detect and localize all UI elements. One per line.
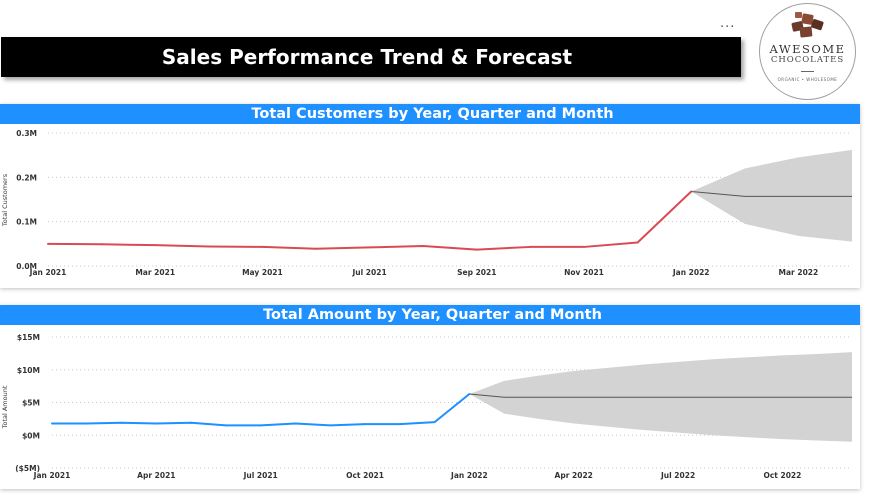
customers-data-point bbox=[368, 246, 371, 249]
amount-data-point bbox=[259, 424, 262, 427]
page-title: Sales Performance Trend & Forecast bbox=[161, 45, 573, 69]
amount-y-tick-label: $10M bbox=[17, 366, 40, 375]
customers-y-tick-label: 0.2M bbox=[16, 173, 37, 182]
amount-x-tick-label: Oct 2022 bbox=[763, 471, 801, 480]
customers-line-chart[interactable]: 0.0M 0.1M 0.2M 0.3M Jan 2021 Mar 2021 May 2021… bbox=[0, 124, 860, 288]
amount-data-point bbox=[433, 421, 436, 424]
amount-x-tick-label: Jul 2021 bbox=[243, 471, 278, 480]
customers-x-tick-label: Mar 2022 bbox=[779, 268, 819, 277]
amount-x-tick-label: Jan 2022 bbox=[450, 471, 488, 480]
customers-chart-header: Total Customers by Year, Quarter and Mon… bbox=[0, 104, 860, 124]
customers-data-point bbox=[47, 242, 49, 245]
customers-y-tick-label: 0.3M bbox=[16, 129, 37, 138]
customers-data-point bbox=[529, 245, 532, 248]
amount-x-tick-label: Jul 2022 bbox=[660, 471, 695, 480]
amount-data-point bbox=[468, 392, 471, 395]
customers-data-point bbox=[422, 245, 425, 248]
customers-x-tick-label: Jan 2021 bbox=[29, 268, 67, 277]
customers-x-tick-label: Sep 2021 bbox=[457, 268, 496, 277]
customers-data-point bbox=[475, 248, 478, 251]
logo-tagline: ORGANIC • WHOLESOME bbox=[777, 77, 838, 82]
customers-data-point bbox=[207, 245, 210, 248]
amount-data-point bbox=[398, 423, 401, 426]
customers-data-point bbox=[100, 243, 103, 246]
logo-divider bbox=[801, 71, 814, 72]
customers-chart-card[interactable]: Total Customers by Year, Quarter and Mon… bbox=[0, 104, 860, 288]
amount-y-tick-label: ($5M) bbox=[15, 464, 40, 473]
chocolate-icon bbox=[791, 12, 824, 38]
amount-data-point bbox=[190, 421, 193, 424]
amount-y-tick-label: $15M bbox=[17, 333, 40, 342]
amount-series-line bbox=[52, 393, 471, 427]
amount-x-tick-label: Oct 2021 bbox=[346, 471, 384, 480]
amount-data-point bbox=[155, 422, 158, 425]
customers-x-tick-label: Nov 2021 bbox=[564, 268, 604, 277]
amount-x-tick-label: Apr 2022 bbox=[555, 471, 593, 480]
amount-x-tick-label: Apr 2021 bbox=[137, 471, 175, 480]
amount-chart-title: Total Amount by Year, Quarter and Month bbox=[263, 307, 602, 323]
amount-y-tick-label: $5M bbox=[22, 399, 40, 408]
customers-x-tick-label: Jan 2022 bbox=[672, 268, 710, 277]
customers-data-point bbox=[154, 244, 157, 247]
amount-x-tick-label: Jan 2021 bbox=[33, 471, 71, 480]
amount-forecast-line bbox=[469, 393, 852, 398]
amount-data-point bbox=[224, 424, 227, 427]
amount-y-axis-title: Total Amount bbox=[1, 385, 9, 429]
customers-forecast-band bbox=[691, 149, 852, 242]
amount-data-point bbox=[364, 423, 367, 426]
amount-data-point bbox=[85, 422, 88, 425]
customers-chart-title: Total Customers by Year, Quarter and Mon… bbox=[251, 106, 614, 122]
amount-y-tick-label: $0M bbox=[22, 431, 40, 440]
amount-chart-header: Total Amount by Year, Quarter and Month bbox=[0, 305, 860, 325]
customers-y-axis-title: Total Customers bbox=[1, 173, 9, 227]
customers-forecast-line bbox=[691, 191, 852, 197]
logo-brand-line1: AWESOME bbox=[769, 42, 846, 56]
logo-brand-line2: CHOCOLATES bbox=[770, 55, 845, 65]
customers-data-point bbox=[636, 241, 639, 244]
amount-data-point bbox=[329, 424, 332, 427]
customers-x-tick-label: Mar 2021 bbox=[135, 268, 175, 277]
more-options-icon[interactable]: ... bbox=[720, 16, 736, 31]
amount-data-point bbox=[120, 421, 123, 424]
amount-data-point bbox=[51, 422, 53, 425]
customers-y-tick-label: 0.0M bbox=[16, 262, 37, 271]
customers-y-tick-label: 0.1M bbox=[16, 218, 37, 227]
customers-data-point bbox=[690, 190, 693, 193]
amount-data-point bbox=[294, 422, 297, 425]
customers-data-point bbox=[261, 245, 264, 248]
customers-data-point bbox=[583, 245, 585, 248]
page-title-banner: Sales Performance Trend & Forecast bbox=[1, 37, 741, 77]
amount-line-chart[interactable]: ($5M) $0M $5M $10M $15M Jan 2021 Apr 2021 Jul 2… bbox=[0, 325, 860, 489]
customers-data-point bbox=[315, 247, 317, 250]
customers-series-line bbox=[47, 190, 692, 251]
customers-x-tick-label: Jul 2021 bbox=[352, 268, 387, 277]
amount-chart-card[interactable]: Total Amount by Year, Quarter and Month … bbox=[0, 305, 860, 489]
company-logo: AWESOME CHOCOLATES ORGANIC • WHOLESOME bbox=[759, 3, 856, 100]
customers-x-tick-label: May 2021 bbox=[242, 268, 283, 277]
